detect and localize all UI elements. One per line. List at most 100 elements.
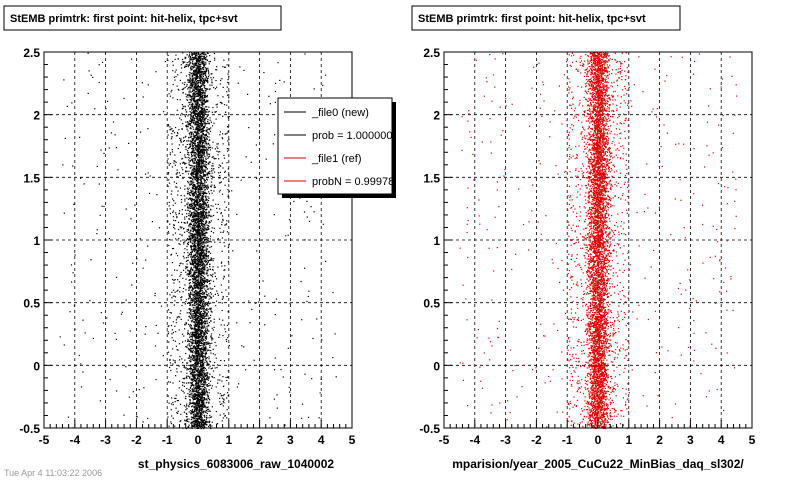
scatter-point bbox=[174, 279, 176, 281]
scatter-point bbox=[179, 403, 182, 405]
scatter-point bbox=[196, 222, 198, 224]
scatter-point bbox=[191, 103, 193, 106]
scatter-point bbox=[199, 63, 201, 65]
scatter-point bbox=[220, 262, 222, 264]
scatter-point bbox=[197, 248, 199, 250]
scatter-point bbox=[196, 285, 198, 287]
scatter-point bbox=[195, 407, 197, 409]
scatter-point bbox=[195, 124, 197, 126]
plot-title-box bbox=[3, 5, 282, 31]
scatter-point bbox=[203, 224, 205, 226]
scatter-point bbox=[211, 337, 213, 339]
scatter-point bbox=[201, 379, 203, 381]
scatter-point bbox=[195, 121, 197, 124]
scatter-point bbox=[173, 114, 175, 116]
scatter-point bbox=[191, 220, 193, 222]
scatter-point bbox=[187, 206, 189, 209]
scatter-point bbox=[206, 129, 208, 131]
scatter-point bbox=[202, 306, 204, 308]
scatter-point bbox=[202, 215, 204, 217]
scatter-point bbox=[311, 378, 313, 380]
scatter-point bbox=[207, 245, 209, 247]
scatter-point bbox=[206, 109, 208, 111]
scatter-point bbox=[171, 143, 173, 145]
scatter-point bbox=[204, 350, 206, 352]
scatter-point bbox=[211, 276, 213, 278]
scatter-point bbox=[201, 289, 203, 291]
scatter-point bbox=[203, 139, 206, 141]
scatter-point bbox=[187, 244, 189, 246]
scatter-point bbox=[203, 178, 205, 180]
scatter-point bbox=[189, 325, 191, 327]
scatter-point bbox=[200, 348, 202, 350]
scatter-point bbox=[194, 103, 196, 105]
scatter-point bbox=[200, 125, 202, 127]
scatter-point bbox=[204, 196, 207, 198]
scatter-point bbox=[200, 388, 203, 390]
scatter-point bbox=[193, 312, 195, 315]
scatter-point bbox=[274, 301, 276, 303]
scatter-point bbox=[181, 128, 183, 130]
scatter-point bbox=[206, 172, 208, 174]
scatter-point bbox=[204, 213, 207, 216]
scatter-point bbox=[204, 149, 206, 151]
scatter-point bbox=[198, 184, 200, 187]
scatter-point bbox=[210, 73, 212, 75]
scatter-point bbox=[209, 130, 212, 132]
scatter-point bbox=[224, 209, 226, 211]
scatter-point bbox=[196, 226, 198, 228]
scatter-point bbox=[191, 197, 193, 200]
scatter-point bbox=[204, 184, 206, 186]
scatter-point bbox=[189, 207, 191, 209]
scatter-point bbox=[191, 298, 193, 300]
scatter-point bbox=[187, 121, 189, 123]
scatter-point bbox=[189, 308, 191, 310]
scatter-point bbox=[171, 149, 173, 151]
scatter-point bbox=[221, 291, 223, 293]
scatter-point bbox=[194, 347, 196, 349]
scatter-point bbox=[191, 177, 193, 179]
scatter-point bbox=[190, 105, 192, 107]
scatter-point bbox=[197, 217, 199, 219]
scatter-point bbox=[181, 234, 183, 236]
scatter-point bbox=[204, 245, 206, 247]
scatter-point bbox=[206, 78, 208, 80]
scatter-point bbox=[193, 239, 195, 241]
scatter-point bbox=[190, 229, 192, 231]
scatter-point bbox=[154, 295, 156, 297]
scatter-point bbox=[197, 315, 199, 317]
scatter-point bbox=[214, 293, 216, 295]
scatter-point bbox=[170, 355, 172, 357]
scatter-point bbox=[202, 67, 204, 69]
scatter-point bbox=[198, 80, 200, 82]
scatter-point bbox=[187, 238, 189, 240]
scatter-point bbox=[187, 65, 189, 68]
scatter-point bbox=[224, 328, 226, 330]
scatter-point bbox=[184, 419, 186, 421]
scatter-point bbox=[193, 346, 195, 348]
scatter-point bbox=[190, 183, 192, 186]
scatter-point bbox=[193, 390, 195, 392]
scatter-point bbox=[226, 295, 228, 298]
scatter-point bbox=[216, 66, 218, 68]
scatter-point bbox=[192, 206, 194, 208]
scatter-point bbox=[220, 79, 222, 81]
scatter-point bbox=[198, 235, 200, 237]
scatter-point bbox=[204, 234, 206, 236]
scatter-point bbox=[224, 66, 226, 68]
scatter-point bbox=[196, 408, 198, 410]
scatter-point bbox=[190, 253, 192, 255]
scatter-point bbox=[191, 293, 193, 295]
scatter-point bbox=[196, 270, 198, 272]
scatter-point bbox=[207, 132, 209, 134]
scatter-point bbox=[203, 226, 205, 228]
scatter-point bbox=[191, 233, 193, 235]
scatter-point bbox=[191, 212, 193, 214]
scatter-point bbox=[209, 424, 211, 426]
scatter-point bbox=[203, 277, 205, 279]
scatter-point bbox=[203, 344, 205, 346]
scatter-point bbox=[208, 385, 210, 387]
scatter-point bbox=[201, 220, 203, 222]
scatter-point bbox=[194, 184, 196, 186]
scatter-point bbox=[193, 181, 195, 183]
